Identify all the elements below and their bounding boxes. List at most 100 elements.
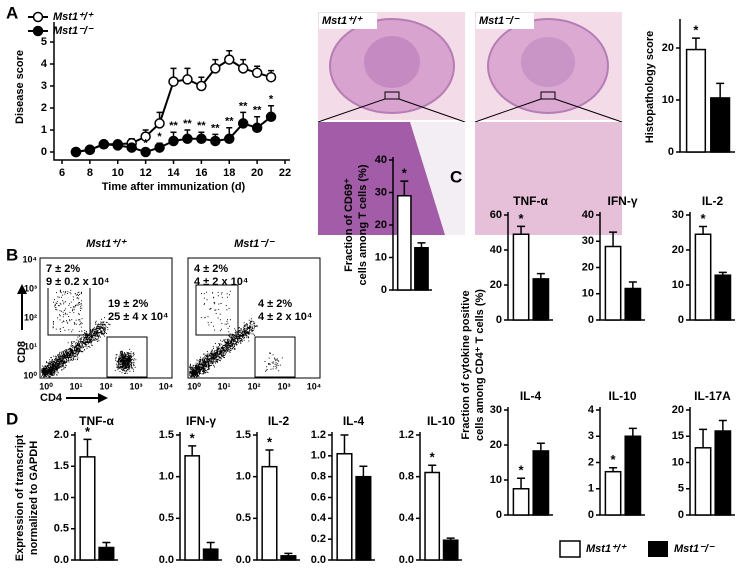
data-point: [112, 140, 123, 151]
error-bar: [628, 281, 637, 289]
chart-title: IL-10: [427, 414, 455, 428]
y-tick-label: 0: [678, 509, 684, 521]
y-axis-label: Histopathology score: [644, 31, 656, 143]
chart-title: IL-4: [520, 389, 542, 403]
flow-gate-text: 7 ± 2%: [46, 263, 80, 275]
data-point: [251, 67, 263, 79]
error-bar: [417, 242, 426, 248]
bar: [424, 471, 441, 561]
bar: [336, 453, 353, 561]
y-tick-label: 20: [672, 404, 684, 416]
significance: **: [211, 122, 220, 134]
flow-header: Mst1⁺/⁺: [86, 238, 127, 250]
y-tick-label: 1.0: [236, 471, 251, 483]
data-point: [84, 144, 96, 156]
bar: [414, 247, 429, 291]
significance: *: [143, 138, 148, 150]
y-tick-label: 0.4: [399, 512, 415, 524]
y-tick-label: 0: [496, 509, 502, 521]
y-tick-label: 0: [588, 314, 594, 326]
y-tick-label: 2.0: [54, 429, 69, 441]
significance: **: [169, 120, 178, 132]
y-tick-label: 30: [490, 404, 502, 416]
x-tick-label: 18: [223, 167, 235, 179]
y-axis-label: Expression of transcript: [14, 434, 26, 561]
error-bar: [609, 231, 618, 247]
significance: *: [190, 430, 196, 445]
flow-text-bg: [45, 262, 125, 288]
y-tick-label: 40: [490, 244, 502, 256]
y-tick-label: 2: [588, 456, 594, 468]
y-tick-label: 0.2: [311, 533, 326, 545]
data-point: [182, 133, 193, 145]
bar: [694, 447, 712, 516]
y-tick-label: 5: [41, 36, 47, 48]
error-bar: [628, 427, 637, 437]
bar: [604, 245, 622, 321]
flow-x-tick: 10⁴: [159, 381, 173, 391]
chart-title: IFN-γ: [608, 194, 638, 208]
error-bar: [517, 225, 526, 235]
y-tick-label: 0.5: [54, 523, 69, 535]
y-tick-label: 1.0: [159, 471, 174, 483]
flow-gate-text: 4 ± 2%: [258, 298, 292, 310]
y-tick-label: 20: [672, 244, 684, 256]
y-tick-label: 0.5: [159, 512, 174, 524]
y-tick-label: 0: [588, 509, 594, 521]
chart-title: IL-17A: [694, 389, 731, 403]
error-bar: [102, 541, 111, 548]
y-axis-label: Fraction of CD69⁺: [343, 178, 355, 272]
bar: [512, 488, 530, 516]
arrow-head: [98, 393, 108, 403]
data-point: [237, 63, 249, 74]
histology-label: Mst1⁺/⁺: [322, 15, 363, 27]
significance: *: [157, 131, 162, 143]
y-axis-label: Fraction of cytokine positive: [460, 290, 472, 439]
y-tick-label: 0: [381, 284, 387, 296]
bar: [710, 97, 731, 153]
error-bar: [699, 428, 708, 448]
flow-gate-text: 4 ± 2 x 10⁴: [258, 311, 312, 323]
error-bar: [536, 272, 545, 279]
y-tick-label: 10: [490, 474, 502, 486]
x-axis-label: Time after immunization (d): [102, 181, 246, 193]
x-tick-label: 6: [59, 167, 65, 179]
y-tick-label: 40: [582, 209, 594, 221]
flow-x-tick: 10⁰: [39, 381, 53, 391]
data-point: [237, 118, 249, 129]
chart-title: IL-2: [268, 414, 290, 428]
y-tick-label: 1: [588, 483, 594, 495]
y-tick-label: 0: [678, 314, 684, 326]
bar: [280, 555, 297, 561]
legend-marker: [32, 25, 44, 37]
flow-gate: [47, 284, 91, 336]
flow-x-tick: 10¹: [69, 381, 82, 391]
histology-label: Mst1⁻/⁻: [479, 15, 520, 27]
cell-dots: [41, 289, 137, 378]
error-bar: [718, 419, 727, 431]
legend-label: Mst1⁻/⁻: [53, 25, 94, 37]
legend-label: Mst1⁻/⁻: [674, 543, 715, 555]
legend-swatch: [559, 540, 581, 558]
y-tick-label: 10: [672, 456, 684, 468]
chart-title: TNF-α: [79, 414, 114, 428]
y-tick-label: 30: [672, 209, 684, 221]
flow-gate: [195, 284, 239, 336]
y-tick-label: 4: [41, 58, 48, 70]
bar: [714, 430, 732, 516]
x-tick-label: 22: [279, 167, 291, 179]
y-tick-label: 20: [582, 261, 594, 273]
y-tick-label: 20: [490, 279, 502, 291]
bar: [532, 450, 550, 516]
error-bar: [206, 541, 215, 550]
significance: *: [611, 452, 617, 467]
y-tick-label: 0.5: [236, 512, 251, 524]
error-bar: [83, 438, 92, 457]
data-point: [210, 135, 221, 147]
histology-ko: [474, 12, 623, 235]
flow-y-tick: 10⁴: [23, 254, 37, 264]
y-tick-label: 1.5: [159, 429, 174, 441]
flow-gate-text: 4 ± 2 x 10⁴: [194, 276, 248, 288]
data-point: [182, 74, 193, 85]
